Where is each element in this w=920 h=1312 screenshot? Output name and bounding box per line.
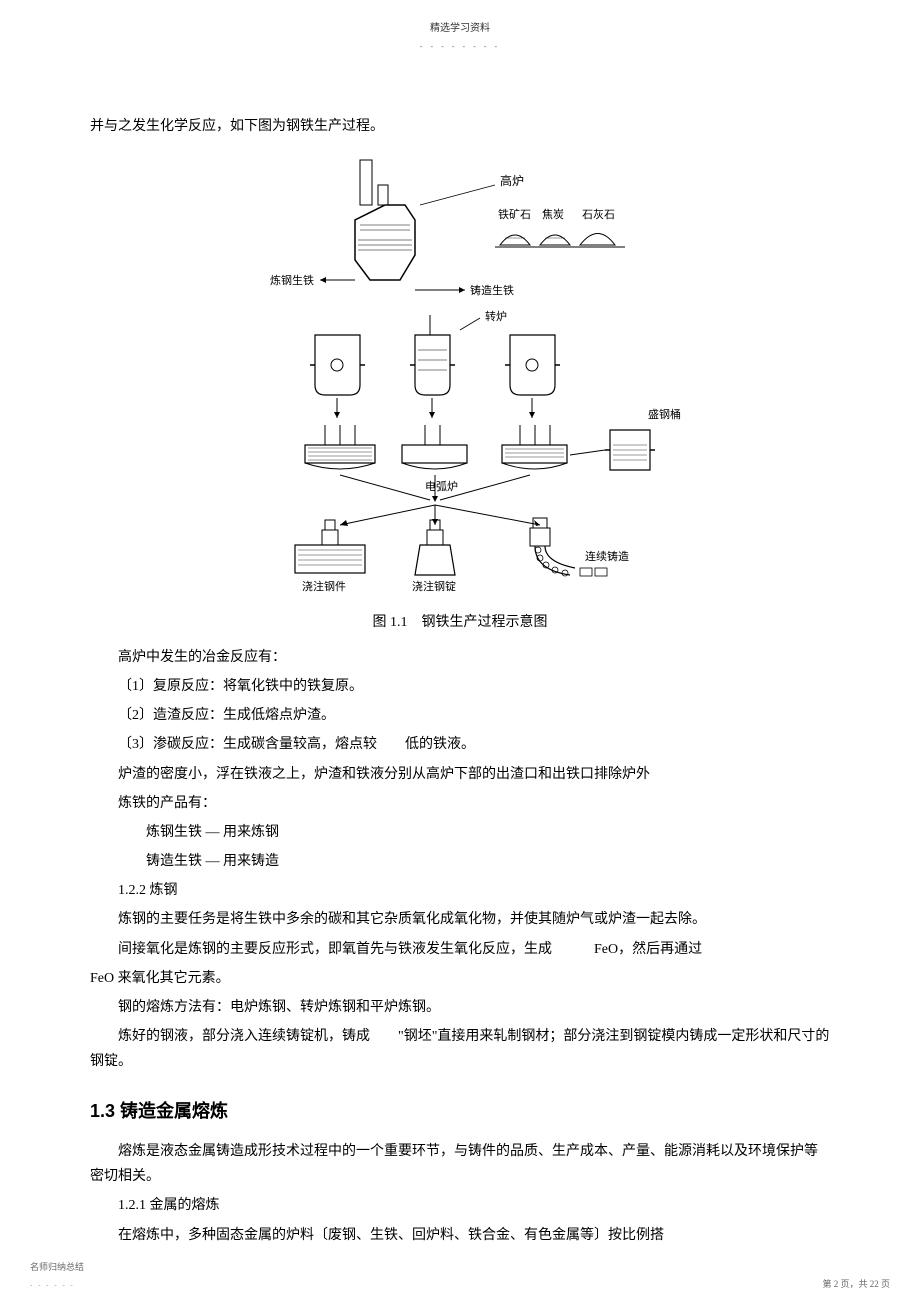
casting-mold-icon (295, 520, 365, 573)
header-label: 精选学习资料 (90, 20, 830, 38)
body-line4: 炼钢的主要任务是将生铁中多余的碳和其它杂质氧化成氧化物，并使其随炉气或炉渣一起去… (90, 907, 830, 932)
label-iron-ore: 铁矿石 (498, 208, 531, 221)
body-line7: 炼好的钢液，部分浇入连续铸锭机，铸成 "钢坯"直接用来轧制钢材；部分浇注到钢锭模… (90, 1024, 830, 1074)
body-product1: 炼钢生铁 — 用来炼钢 (90, 820, 830, 845)
intro-line: 并与之发生化学反应，如下图为钢铁生产过程。 (90, 114, 830, 139)
footer-left: 名师归纳总结 - - - - - - (30, 1259, 84, 1291)
section13-para2: 在熔炼中，多种固态金属的炉料〔废钢、生铁、回炉料、铁合金、有色金属等〕按比例搭 (90, 1223, 830, 1248)
electric-furnace-left (305, 425, 375, 469)
section-13-title: 1.3 铸造金属熔炼 (90, 1095, 830, 1127)
label-steel-pig-iron: 炼钢生铁 (270, 273, 314, 287)
continuous-casting-icon (530, 518, 607, 576)
blast-furnace-icon (355, 160, 415, 280)
label-pour-casting: 浇注钢件 (302, 579, 346, 593)
body-item3: 〔3〕渗碳反应：生成碳含量较高，熔点较 低的铁液。 (90, 732, 830, 757)
body-line1: 高炉中发生的冶金反应有： (90, 645, 830, 670)
body-item1: 〔1〕复原反应：将氧化铁中的铁复原。 (90, 674, 830, 699)
body-line5b: FeO 来氧化其它元素。 (90, 966, 830, 991)
footer-left-dots: - - - - - - (30, 1281, 75, 1289)
raw-materials-icon (495, 233, 625, 247)
label-coke: 焦炭 (542, 208, 564, 221)
electric-furnace-right (502, 425, 567, 469)
label-electric-furnace: 电弧炉 (425, 479, 458, 493)
section13-para1: 熔炼是液态金属铸造成形技术过程中的一个重要环节，与铸件的品质、生产成本、产量、能… (90, 1139, 830, 1189)
diagram-caption: 图 1.1 钢铁生产过程示意图 (90, 610, 830, 635)
footer-right: 第 2 页，共 22 页 (822, 1276, 890, 1292)
diagram-svg: 高炉 铁矿石 焦炭 石灰石 炼钢生铁 铸造生铁 转炉 (230, 150, 690, 600)
sub-heading-121: 1.2.1 金属的熔炼 (90, 1193, 830, 1218)
label-blast-furnace: 高炉 (500, 173, 524, 188)
header-dots: - - - - - - - - (90, 40, 830, 54)
vessel-right-icon (505, 335, 560, 395)
label-cast-pig-iron: 铸造生铁 (470, 283, 514, 297)
label-ladle: 盛钢桶 (648, 407, 681, 421)
electric-furnace-mid (402, 425, 467, 469)
vessel-left-icon (310, 335, 365, 395)
body-line3: 炼铁的产品有： (90, 791, 830, 816)
label-pour-ingot: 浇注钢锭 (412, 579, 456, 593)
ladle-icon (605, 430, 655, 470)
body-line6: 钢的熔炼方法有：电炉炼钢、转炉炼钢和平炉炼钢。 (90, 995, 830, 1020)
body-item2: 〔2〕造渣反应：生成低熔点炉渣。 (90, 703, 830, 728)
body-line5a: 间接氧化是炼钢的主要反应形式，即氧首先与铁液发生氧化反应，生成 FeO，然后再通… (90, 937, 830, 962)
vessel-mid-icon (410, 315, 455, 395)
label-continuous-casting: 连续铸造 (585, 549, 629, 563)
body-product2: 铸造生铁 — 用来铸造 (90, 849, 830, 874)
sub-heading-122: 1.2.2 炼钢 (90, 878, 830, 903)
label-converter: 转炉 (485, 309, 507, 323)
footer-left-label: 名师归纳总结 (30, 1262, 84, 1272)
label-limestone: 石灰石 (582, 207, 615, 221)
body-line2: 炉渣的密度小，浮在铁液之上，炉渣和铁液分别从高炉下部的出渣口和出铁口排除炉外 (90, 762, 830, 787)
ingot-mold-icon (415, 520, 455, 575)
steel-production-diagram: 高炉 铁矿石 焦炭 石灰石 炼钢生铁 铸造生铁 转炉 (230, 150, 690, 600)
